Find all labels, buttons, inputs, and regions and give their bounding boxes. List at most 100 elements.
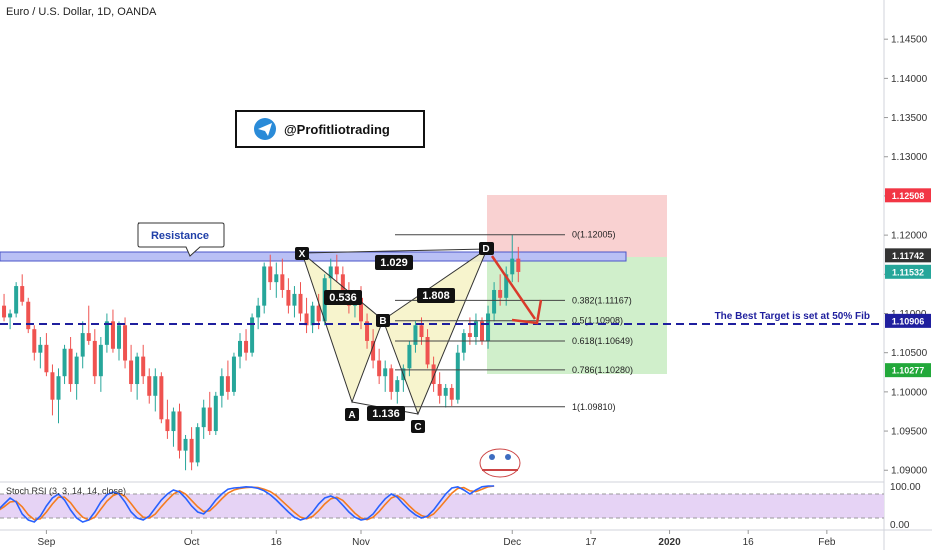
candle-77 bbox=[461, 329, 466, 361]
candle-20 bbox=[117, 321, 121, 361]
price-tick-label-0: 1.09000 bbox=[891, 466, 928, 477]
stoch-rsi-title: Stoch RSI (3, 3, 14, 14, close) bbox=[6, 486, 126, 496]
candle-48 bbox=[286, 278, 291, 314]
ratio-xb-label: 0.536 bbox=[324, 290, 362, 305]
candle-31 bbox=[183, 434, 188, 471]
svg-text:C: C bbox=[414, 422, 421, 433]
candle-24 bbox=[141, 344, 146, 385]
candle-3 bbox=[14, 282, 19, 318]
svg-text:1.136: 1.136 bbox=[372, 408, 400, 420]
candle-51 bbox=[304, 297, 309, 334]
candle-47 bbox=[280, 258, 285, 298]
candle-86 bbox=[516, 246, 521, 283]
candle-34 bbox=[201, 399, 206, 439]
telegram-plane-icon bbox=[258, 123, 272, 136]
time-axis: SepOct16NovDec17202016FebMar17 bbox=[38, 530, 836, 548]
point-x-label: X bbox=[295, 247, 309, 260]
candle-44 bbox=[262, 262, 267, 314]
candle-18 bbox=[104, 313, 109, 353]
candle-74 bbox=[443, 384, 448, 408]
candle-79 bbox=[473, 313, 478, 345]
resistance-band bbox=[0, 251, 627, 262]
candle-52 bbox=[310, 301, 315, 334]
candle-23 bbox=[135, 352, 140, 400]
time-tick-label-5: 17 bbox=[585, 537, 597, 548]
svg-text:1.808: 1.808 bbox=[422, 290, 450, 302]
fib-label-4: 0.786(1.10280) bbox=[572, 365, 633, 375]
candle-55 bbox=[328, 258, 333, 290]
svg-text:D: D bbox=[482, 244, 489, 255]
fib-label-0: 0(1.12005) bbox=[572, 230, 616, 240]
candle-10 bbox=[56, 368, 61, 424]
candle-63 bbox=[377, 348, 382, 385]
price-tick-label-1: 1.09500 bbox=[891, 427, 928, 438]
candle-80 bbox=[480, 317, 484, 345]
candle-32 bbox=[189, 427, 194, 471]
candle-22 bbox=[129, 344, 134, 392]
svg-text:1.12508: 1.12508 bbox=[892, 191, 925, 201]
candle-37 bbox=[219, 368, 224, 408]
price-tick-label-2: 1.10000 bbox=[891, 387, 928, 398]
svg-text:1.11532: 1.11532 bbox=[892, 267, 924, 277]
price-tick-label-10: 1.14000 bbox=[891, 74, 928, 85]
stoch-rsi-tick-0: 0.00 bbox=[890, 520, 910, 531]
candle-28 bbox=[165, 399, 170, 439]
candle-75 bbox=[449, 384, 454, 406]
candle-50 bbox=[298, 282, 303, 322]
fib-label-3: 0.618(1.10649) bbox=[572, 336, 633, 346]
candle-19 bbox=[110, 309, 115, 353]
candle-61 bbox=[365, 313, 370, 349]
candle-69 bbox=[413, 321, 418, 353]
pattern-xab-triangle bbox=[302, 253, 383, 402]
candle-17 bbox=[98, 337, 103, 392]
svg-text:1.029: 1.029 bbox=[380, 257, 408, 269]
candle-1 bbox=[2, 293, 7, 322]
price-tag-4: 1.10277 bbox=[885, 363, 931, 378]
price-tag-3: 1.10906 bbox=[885, 313, 931, 328]
candle-6 bbox=[32, 325, 37, 361]
stoch-rsi-tick-100: 100.00 bbox=[890, 482, 921, 493]
price-tick-label-3: 1.10500 bbox=[891, 348, 928, 359]
time-tick-label-4: Dec bbox=[503, 537, 521, 548]
candle-15 bbox=[86, 305, 91, 345]
candle-8 bbox=[44, 333, 49, 377]
candle-70 bbox=[419, 317, 424, 345]
time-tick-label-1: Oct bbox=[184, 537, 200, 548]
stop-loss-zone bbox=[487, 195, 667, 257]
candles bbox=[2, 235, 521, 471]
price-tag-2: 1.11532 bbox=[885, 264, 931, 279]
svg-text:1.10277: 1.10277 bbox=[892, 366, 925, 376]
candle-78 bbox=[467, 317, 472, 345]
svg-text:0.536: 0.536 bbox=[329, 292, 357, 304]
candle-82 bbox=[492, 282, 497, 322]
candle-26 bbox=[153, 368, 158, 412]
candle-36 bbox=[213, 391, 218, 435]
time-tick-label-6: 2020 bbox=[658, 537, 681, 548]
candle-62 bbox=[371, 329, 376, 369]
svg-text:1.11742: 1.11742 bbox=[892, 251, 924, 261]
fib-label-5: 1(1.09810) bbox=[572, 402, 616, 412]
best-target-label: The Best Target is set at 50% Fib bbox=[715, 311, 870, 322]
bd-leg bbox=[382, 248, 488, 321]
candle-30 bbox=[177, 403, 182, 459]
candle-27 bbox=[159, 372, 164, 424]
candle-11 bbox=[62, 344, 67, 385]
svg-text:B: B bbox=[379, 316, 386, 327]
candle-5 bbox=[26, 297, 31, 334]
candle-64 bbox=[383, 360, 388, 392]
price-tick-label-11: 1.14500 bbox=[891, 35, 928, 46]
point-c-label: C bbox=[411, 420, 425, 433]
price-tags: 1.12508 1.11742 1.11532 1.10906 1.10277 bbox=[885, 188, 931, 378]
candle-39 bbox=[231, 352, 236, 396]
candle-29 bbox=[171, 407, 176, 447]
candle-66 bbox=[395, 376, 400, 404]
price-tag-0: 1.12508 bbox=[885, 188, 931, 203]
point-b-label: B bbox=[376, 314, 390, 327]
candle-21 bbox=[123, 317, 128, 369]
candle-16 bbox=[92, 329, 97, 385]
time-tick-label-2: 16 bbox=[271, 537, 283, 548]
candle-65 bbox=[389, 364, 394, 400]
svg-text:Resistance: Resistance bbox=[151, 230, 209, 242]
price-tick-label-8: 1.13000 bbox=[891, 152, 928, 163]
candle-46 bbox=[274, 262, 279, 298]
